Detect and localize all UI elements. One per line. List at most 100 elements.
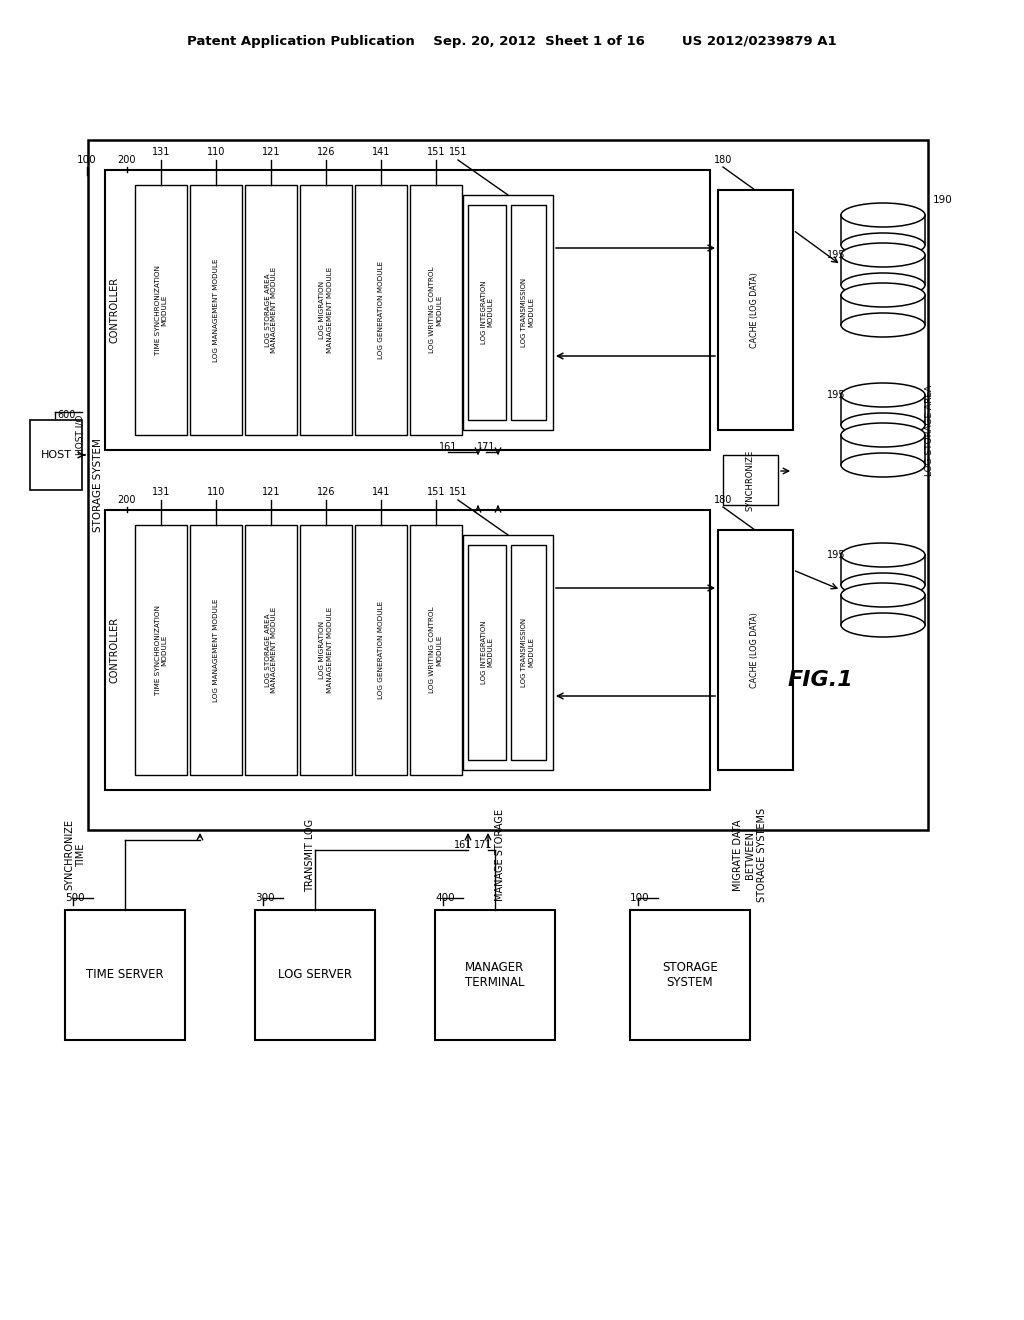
Text: 180: 180 [714, 495, 732, 506]
Text: FIG.1: FIG.1 [787, 671, 853, 690]
Ellipse shape [841, 573, 925, 597]
Text: LOG MANAGEMENT MODULE: LOG MANAGEMENT MODULE [213, 598, 219, 702]
Bar [105, 170, 710, 450]
Text: CONTROLLER: CONTROLLER [110, 277, 120, 343]
Text: LOG MIGRATION
MANAGEMENT MODULE: LOG MIGRATION MANAGEMENT MODULE [319, 607, 333, 693]
Text: LOG INTEGRATION
MODULE: LOG INTEGRATION MODULE [480, 280, 494, 343]
Bar [300, 185, 352, 436]
Bar [841, 255, 925, 285]
Text: 151: 151 [449, 147, 467, 157]
Text: HOST: HOST [41, 450, 72, 459]
Bar [841, 554, 925, 585]
Text: LOG SERVER: LOG SERVER [278, 969, 352, 982]
Text: LOG TRANSMISSION
MODULE: LOG TRANSMISSION MODULE [521, 277, 535, 347]
Ellipse shape [841, 413, 925, 437]
Ellipse shape [841, 612, 925, 638]
Text: 151: 151 [427, 147, 445, 157]
Bar [463, 195, 553, 430]
Bar [511, 205, 546, 420]
Text: 110: 110 [207, 147, 225, 157]
Text: SYNCHRONIZE
TIME: SYNCHRONIZE TIME [65, 820, 86, 891]
Ellipse shape [841, 453, 925, 477]
Text: 200: 200 [118, 154, 136, 165]
Text: LOG MIGRATION
MANAGEMENT MODULE: LOG MIGRATION MANAGEMENT MODULE [319, 267, 333, 354]
Text: LOG GENERATION MODULE: LOG GENERATION MODULE [378, 601, 384, 700]
Bar [300, 525, 352, 775]
Text: 171: 171 [474, 840, 493, 850]
Ellipse shape [841, 422, 925, 447]
Bar [463, 535, 553, 770]
Text: CACHE (LOG DATA): CACHE (LOG DATA) [751, 272, 760, 348]
Ellipse shape [841, 313, 925, 337]
Text: 600: 600 [57, 411, 76, 420]
Ellipse shape [841, 583, 925, 607]
Text: LOG STORAGE AREA
MANAGEMENT MODULE: LOG STORAGE AREA MANAGEMENT MODULE [264, 607, 278, 693]
Bar [435, 909, 555, 1040]
Text: 195: 195 [826, 550, 845, 560]
Text: STORAGE
SYSTEM: STORAGE SYSTEM [663, 961, 718, 989]
Text: 126: 126 [316, 147, 335, 157]
Bar [88, 140, 928, 830]
Text: 141: 141 [372, 147, 390, 157]
Text: TIME SYNCHRONIZATION
MODULE: TIME SYNCHRONIZATION MODULE [155, 265, 168, 355]
Text: STORAGE SYSTEM: STORAGE SYSTEM [93, 438, 103, 532]
Text: 126: 126 [316, 487, 335, 498]
Text: TIME SERVER: TIME SERVER [86, 969, 164, 982]
Text: LOG STORAGE AREA: LOG STORAGE AREA [926, 384, 935, 475]
Text: Patent Application Publication    Sep. 20, 2012  Sheet 1 of 16        US 2012/02: Patent Application Publication Sep. 20, … [187, 36, 837, 49]
Text: 121: 121 [262, 487, 281, 498]
Text: 180: 180 [714, 154, 732, 165]
Text: MANAGE STORAGE: MANAGE STORAGE [495, 809, 505, 902]
Text: LOG TRANSMISSION
MODULE: LOG TRANSMISSION MODULE [521, 618, 535, 686]
Text: TRANSMIT LOG: TRANSMIT LOG [305, 818, 315, 891]
Bar [841, 436, 925, 465]
Text: LOG INTEGRATION
MODULE: LOG INTEGRATION MODULE [480, 620, 494, 684]
Text: LOG MANAGEMENT MODULE: LOG MANAGEMENT MODULE [213, 259, 219, 362]
Bar [355, 525, 407, 775]
Text: LOG WRITING CONTROL
MODULE: LOG WRITING CONTROL MODULE [429, 607, 442, 693]
Ellipse shape [841, 234, 925, 257]
Text: MIGRATE DATA
BETWEEN
STORAGE SYSTEMS: MIGRATE DATA BETWEEN STORAGE SYSTEMS [733, 808, 767, 902]
Text: MANAGER
TERMINAL: MANAGER TERMINAL [465, 961, 524, 989]
Text: LOG WRITING CONTROL
MODULE: LOG WRITING CONTROL MODULE [429, 267, 442, 354]
Text: 161: 161 [439, 442, 457, 451]
Text: 121: 121 [262, 147, 281, 157]
Text: 100: 100 [630, 894, 649, 903]
Text: 131: 131 [152, 147, 170, 157]
Bar [190, 525, 242, 775]
Bar [190, 185, 242, 436]
Text: 151: 151 [427, 487, 445, 498]
Bar [841, 595, 925, 624]
Text: CONTROLLER: CONTROLLER [110, 616, 120, 682]
Text: LOG GENERATION MODULE: LOG GENERATION MODULE [378, 261, 384, 359]
Bar [245, 185, 297, 436]
Text: 300: 300 [255, 894, 274, 903]
Text: 110: 110 [207, 487, 225, 498]
Text: HOST I/O: HOST I/O [76, 414, 85, 455]
Bar [355, 185, 407, 436]
Text: CACHE (LOG DATA): CACHE (LOG DATA) [751, 612, 760, 688]
Ellipse shape [841, 273, 925, 297]
Text: 161: 161 [454, 840, 472, 850]
Ellipse shape [841, 243, 925, 267]
Bar [723, 455, 778, 506]
Bar [410, 525, 462, 775]
Text: LOG STORAGE AREA
MANAGEMENT MODULE: LOG STORAGE AREA MANAGEMENT MODULE [264, 267, 278, 354]
Bar [65, 909, 185, 1040]
Bar [135, 185, 187, 436]
Text: SYNCHRONIZE: SYNCHRONIZE [745, 449, 755, 511]
Ellipse shape [841, 203, 925, 227]
Bar [135, 525, 187, 775]
Ellipse shape [841, 543, 925, 568]
Text: 195: 195 [826, 389, 845, 400]
Bar [718, 190, 793, 430]
Text: 171: 171 [477, 442, 496, 451]
Bar [841, 395, 925, 425]
Ellipse shape [841, 383, 925, 407]
Bar [30, 420, 82, 490]
Text: 100: 100 [77, 154, 97, 165]
Bar [105, 510, 710, 789]
Bar [410, 185, 462, 436]
Text: 400: 400 [435, 894, 455, 903]
Text: 195: 195 [826, 249, 845, 260]
